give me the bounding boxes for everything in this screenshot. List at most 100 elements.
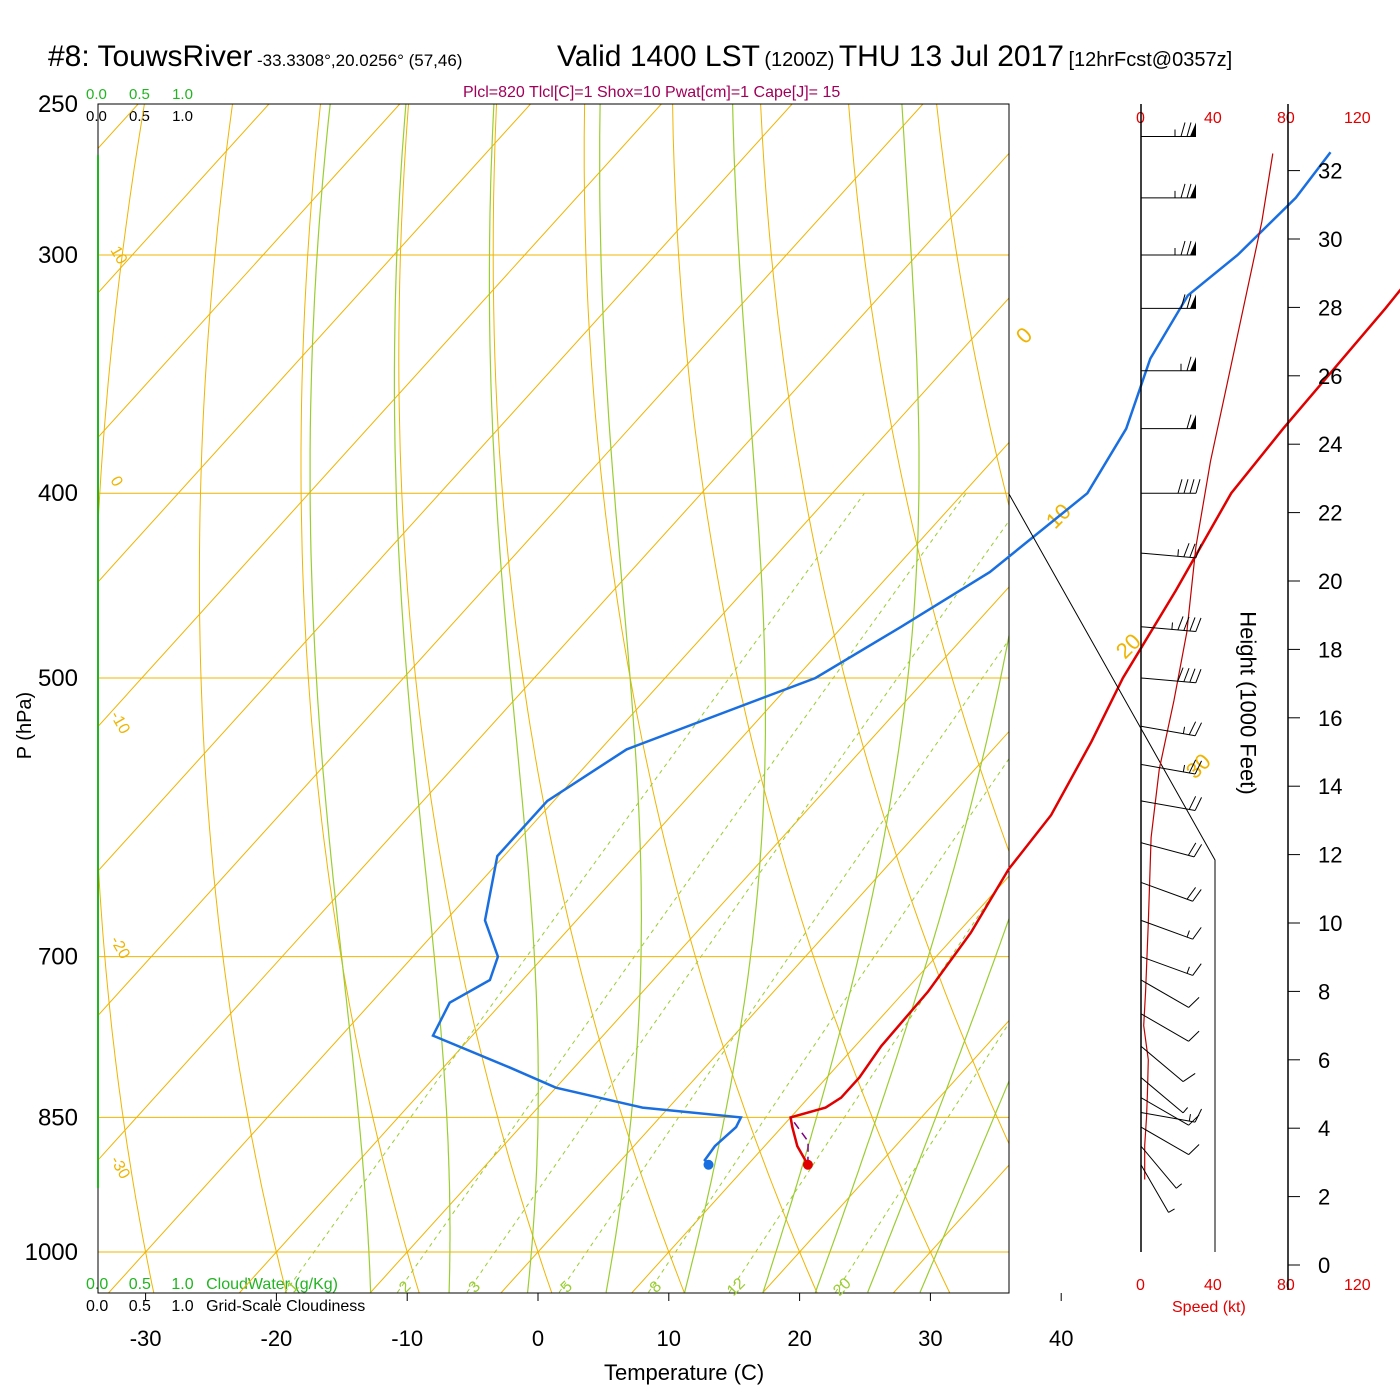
wind-barb-flag xyxy=(1188,759,1197,774)
moist-adiabat xyxy=(393,104,451,1293)
wind-barb-flag xyxy=(1195,617,1202,632)
bot-cw-tick-2: 1.0 xyxy=(171,1276,194,1293)
plot-area xyxy=(0,70,1400,1331)
dry-adiabat xyxy=(672,104,951,1293)
surface-dewpoint-point xyxy=(703,1159,714,1170)
wind-barb-half-flag xyxy=(1171,622,1173,630)
stability-indices: Plcl=820 Tlcl[C]=1 Shox=10 Pwat[cm]=1 Ca… xyxy=(463,84,841,101)
height-tick-label: 14 xyxy=(1318,774,1342,799)
wind-barb xyxy=(1140,1013,1189,1042)
wind-barb-pennant xyxy=(1190,122,1196,137)
moist-adiabat xyxy=(599,104,642,1293)
wind-barb-half-flag xyxy=(1188,1114,1191,1122)
surface-temperature-point xyxy=(802,1159,813,1170)
isotherm-line xyxy=(762,1019,1009,1293)
isotherm-line xyxy=(369,586,1009,1293)
wind-barb xyxy=(1140,1164,1169,1213)
mixing-ratio-label: 8 xyxy=(647,1278,665,1296)
wind-barb-flag xyxy=(1195,544,1202,559)
temperature-tick-label: 0 xyxy=(532,1326,544,1351)
wind-barb-half-flag xyxy=(1176,1183,1183,1189)
x-axis-label: Temperature (C) xyxy=(604,1360,765,1385)
mixing-ratio-line xyxy=(648,757,1009,1293)
dry-adiabat xyxy=(936,104,1009,508)
bot-cw-tick-0: 0.0 xyxy=(86,1276,109,1293)
height-tick-label: 24 xyxy=(1318,432,1342,457)
speed-tick-bot-40: 40 xyxy=(1204,1277,1222,1294)
wind-barb xyxy=(1140,677,1196,684)
wind-barb xyxy=(1140,1126,1189,1156)
wind-barb-flag xyxy=(1183,543,1190,558)
valid-date: THU 13 Jul 2017 xyxy=(838,40,1064,73)
wind-barb-flag xyxy=(1177,479,1183,494)
temperature-tick-label: -10 xyxy=(391,1326,423,1351)
wind-barb xyxy=(1140,956,1193,976)
wind-barb-flag xyxy=(1193,844,1203,858)
isotherm-line xyxy=(98,104,924,1017)
wind-barb xyxy=(1140,725,1196,737)
wind-barb-flag xyxy=(1195,479,1201,494)
wind-barb-flag xyxy=(1180,240,1186,256)
wind-barb-flag xyxy=(1186,356,1192,371)
wind-barb-flag xyxy=(1189,479,1195,494)
height-tick-label: 0 xyxy=(1318,1253,1330,1278)
dry-adiabat xyxy=(1020,70,1400,1331)
wind-barb-flag xyxy=(1187,842,1197,856)
bottom-cloudiness-scale: 0.0 0.5 1.0 Grid-Scale Cloudiness xyxy=(86,1298,365,1316)
wind-barb-half-flag xyxy=(1182,764,1186,772)
isotherm-line xyxy=(238,441,1009,1293)
wind-barb-flag xyxy=(1180,122,1186,137)
mixing-ratio-label: 2 xyxy=(396,1278,414,1296)
pressure-tick-label: 250 xyxy=(38,91,78,118)
wind-barb-flag xyxy=(1183,616,1190,631)
wind-barb xyxy=(1140,1097,1189,1126)
wind-barb-flag xyxy=(1188,721,1197,735)
speed-tick-top-120: 120 xyxy=(1344,110,1371,127)
wind-barb-half-flag xyxy=(1182,726,1186,734)
speed-tick-bot-120: 120 xyxy=(1344,1277,1371,1294)
isotherm-line xyxy=(98,104,401,439)
wind-barb-flag xyxy=(1192,963,1202,976)
station-name: #8: TouwsRiver xyxy=(48,40,253,73)
bot-cw-tick-1: 0.5 xyxy=(128,1276,151,1293)
temperature-tick-label: 40 xyxy=(1049,1326,1073,1351)
top-cloudwater-scale: 0.0 0.5 1.0 xyxy=(86,86,193,103)
height-tick-label: 2 xyxy=(1318,1185,1330,1210)
mixing-ratio-label: 1 xyxy=(284,1278,302,1296)
dry-adiabat xyxy=(760,104,1009,1145)
dry-adiabat xyxy=(98,104,155,1293)
isotherm-line xyxy=(0,104,7,1293)
wind-barb-flag xyxy=(1186,887,1196,900)
wind-barb-half-flag xyxy=(1168,1208,1175,1213)
bot-cl-tick-1: 0.5 xyxy=(128,1298,151,1315)
isotherm-line xyxy=(1024,104,1400,1293)
station-coords: -33.3308°,20.0256° (57,46) xyxy=(257,51,463,70)
wind-barb xyxy=(1140,800,1196,811)
isotherm-line xyxy=(108,297,1009,1293)
cloudwater-label: CloudWater (g/Kg) xyxy=(206,1276,339,1293)
temperature-tick-label: 10 xyxy=(657,1326,681,1351)
height-tick-label: 22 xyxy=(1318,501,1342,526)
moist-adiabat xyxy=(684,104,766,1293)
isotherm-line xyxy=(98,104,662,728)
pressure-tick-label: 850 xyxy=(38,1104,78,1131)
height-tick-label: 4 xyxy=(1318,1116,1330,1141)
temperature-profile xyxy=(789,288,1400,1166)
wind-barb xyxy=(1140,626,1196,633)
temperature-tick-label: 30 xyxy=(918,1326,942,1351)
bottom-cloudwater-scale: 0.0 0.5 1.0 CloudWater (g/Kg) xyxy=(86,1276,338,1294)
wind-barb-flag xyxy=(1188,996,1200,1008)
mixing-ratio-label: 3 xyxy=(466,1278,484,1296)
dry-adiabat xyxy=(848,104,1009,853)
wind-barb-flag xyxy=(1192,927,1202,940)
dry-adiabat xyxy=(398,104,553,1293)
top-cl-tick-1: 0.5 xyxy=(129,108,150,125)
moist-adiabat xyxy=(919,1079,1009,1293)
valid-time: Valid 1400 LST (1200Z) THU 13 Jul 2017 [… xyxy=(557,40,1232,74)
wind-barb xyxy=(1140,552,1196,559)
dry-adiabat xyxy=(492,104,685,1293)
wind-barb xyxy=(1140,979,1189,1008)
moist-adiabat xyxy=(309,104,372,1293)
forecast-info: [12hrFcst@0357z] xyxy=(1068,49,1233,71)
plot-frame xyxy=(97,103,1010,1294)
